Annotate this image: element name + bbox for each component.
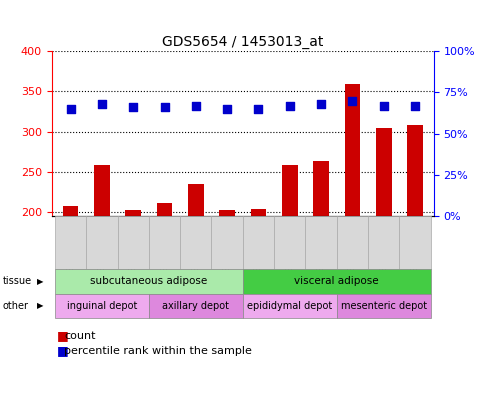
Text: ▶: ▶ bbox=[37, 301, 44, 310]
Text: axillary depot: axillary depot bbox=[162, 301, 229, 311]
Text: ■: ■ bbox=[57, 344, 69, 357]
Point bbox=[192, 103, 200, 109]
Text: tissue: tissue bbox=[2, 276, 32, 286]
Text: inguinal depot: inguinal depot bbox=[67, 301, 137, 311]
Title: GDS5654 / 1453013_at: GDS5654 / 1453013_at bbox=[162, 35, 323, 49]
Text: other: other bbox=[2, 301, 29, 311]
Point bbox=[380, 103, 387, 109]
Point bbox=[98, 101, 106, 107]
Text: mesenteric depot: mesenteric depot bbox=[341, 301, 427, 311]
Bar bbox=[250, 209, 266, 373]
Point bbox=[161, 104, 169, 110]
Bar bbox=[282, 165, 298, 373]
Text: epididymal depot: epididymal depot bbox=[247, 301, 332, 311]
Bar bbox=[63, 206, 78, 373]
Point bbox=[129, 104, 137, 110]
Bar bbox=[376, 128, 391, 373]
Bar bbox=[94, 165, 110, 373]
Point bbox=[349, 97, 356, 104]
Bar bbox=[407, 125, 423, 373]
Point bbox=[254, 106, 262, 112]
Point bbox=[317, 101, 325, 107]
Bar bbox=[345, 84, 360, 373]
Text: ▶: ▶ bbox=[37, 277, 44, 286]
Point bbox=[67, 106, 74, 112]
Point bbox=[286, 103, 294, 109]
Bar bbox=[313, 162, 329, 373]
Text: count: count bbox=[64, 331, 96, 341]
Bar bbox=[219, 210, 235, 373]
Text: ■: ■ bbox=[57, 329, 69, 342]
Text: subcutaneous adipose: subcutaneous adipose bbox=[90, 276, 208, 286]
Bar bbox=[157, 203, 173, 373]
Bar bbox=[188, 184, 204, 373]
Text: percentile rank within the sample: percentile rank within the sample bbox=[64, 345, 252, 356]
Bar bbox=[125, 210, 141, 373]
Point bbox=[411, 103, 419, 109]
Text: visceral adipose: visceral adipose bbox=[294, 276, 379, 286]
Point bbox=[223, 106, 231, 112]
